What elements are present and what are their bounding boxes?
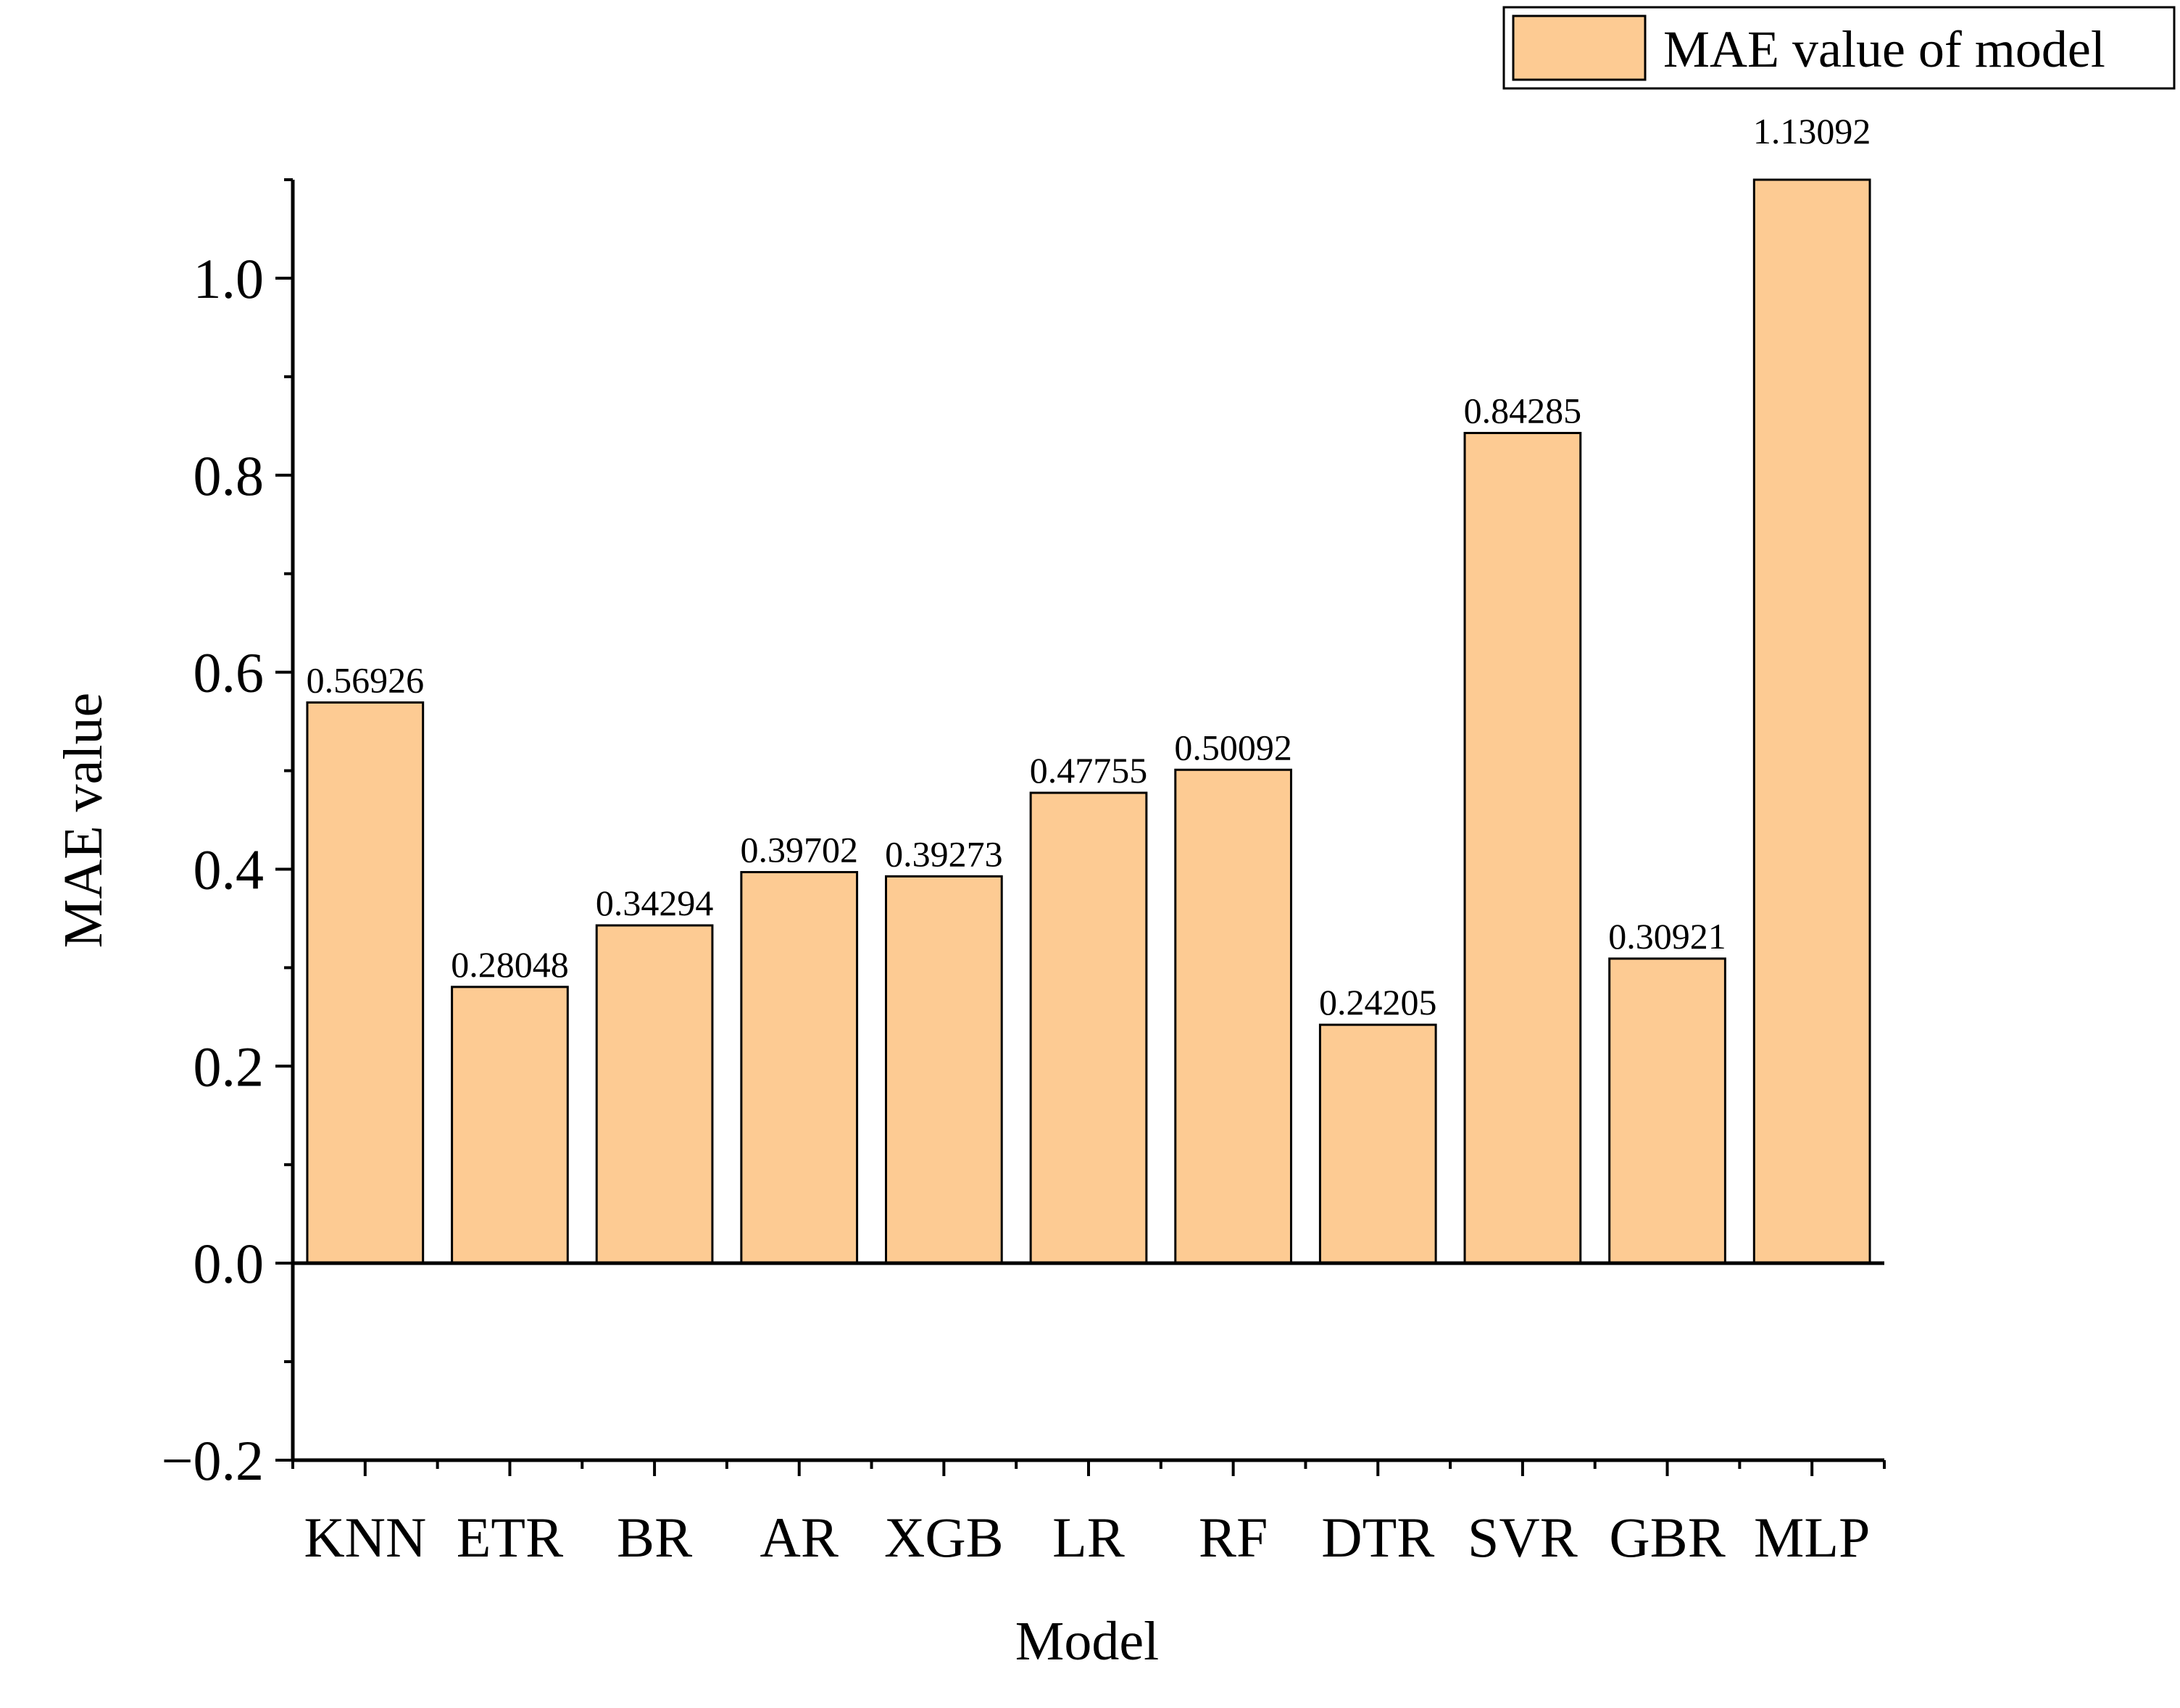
x-tick-label-br: BR: [617, 1506, 692, 1569]
y-tick-label: 1.0: [194, 247, 265, 310]
bar-lr: [1029, 791, 1148, 1265]
y-tick-label: 0.2: [194, 1035, 265, 1098]
labels-layer: 0.56926 KNN 0.28048 ETR 0.34294 BR 0.39702 AR 0.…: [162, 111, 1871, 1569]
y-tick-label: −0.2: [162, 1429, 265, 1492]
data-label-dtr: 0.24205: [1319, 982, 1437, 1022]
bar-br: [595, 924, 714, 1265]
bars-layer: [306, 178, 1871, 1265]
y-axis-title: MAE value: [53, 693, 114, 948]
bar-dtr: [1318, 1023, 1437, 1265]
legend-label: MAE value of model: [1663, 20, 2105, 78]
data-label-xgb: 0.39273: [885, 833, 1003, 874]
x-tick-label-svr: SVR: [1468, 1506, 1578, 1569]
x-tick-label-gbr: GBR: [1609, 1506, 1725, 1569]
axes-layer: [275, 178, 1886, 1476]
data-label-svr: 0.84285: [1464, 391, 1582, 431]
bar-mlp: [1752, 178, 1871, 1265]
data-label-mlp: 1.13092: [1753, 111, 1871, 151]
y-tick-label: 0.6: [194, 641, 265, 704]
x-tick-label-dtr: DTR: [1321, 1506, 1434, 1569]
x-axis-title: Model: [1015, 1611, 1159, 1672]
data-label-ar: 0.39702: [740, 830, 858, 870]
x-tick-label-ar: AR: [760, 1506, 839, 1569]
data-label-rf: 0.50092: [1174, 727, 1292, 767]
data-label-gbr: 0.30921: [1608, 916, 1726, 957]
y-tick-label: 0.0: [194, 1232, 265, 1295]
x-tick-label-xgb: XGB: [884, 1506, 1004, 1569]
x-tick-label-mlp: MLP: [1754, 1506, 1870, 1569]
y-tick-label: 0.4: [194, 838, 265, 901]
bar-xgb: [885, 875, 1003, 1265]
bar-svr: [1463, 432, 1582, 1265]
legend: MAE value of model: [1502, 6, 2176, 90]
data-label-etr: 0.28048: [451, 944, 569, 985]
x-tick-label-knn: KNN: [304, 1506, 426, 1569]
bar-ar: [740, 871, 859, 1265]
data-label-knn: 0.56926: [307, 659, 425, 700]
data-label-br: 0.34294: [596, 883, 714, 923]
y-tick-label: 0.8: [194, 444, 265, 507]
bar-rf: [1174, 768, 1292, 1265]
x-tick-label-rf: RF: [1199, 1506, 1268, 1569]
data-label-lr: 0.47755: [1030, 750, 1148, 791]
x-tick-label-lr: LR: [1052, 1506, 1125, 1569]
bar-gbr: [1608, 957, 1726, 1265]
legend-swatch: [1512, 14, 1647, 81]
x-tick-label-etr: ETR: [457, 1506, 563, 1569]
bar-knn: [306, 701, 425, 1265]
bar-etr: [451, 986, 569, 1265]
